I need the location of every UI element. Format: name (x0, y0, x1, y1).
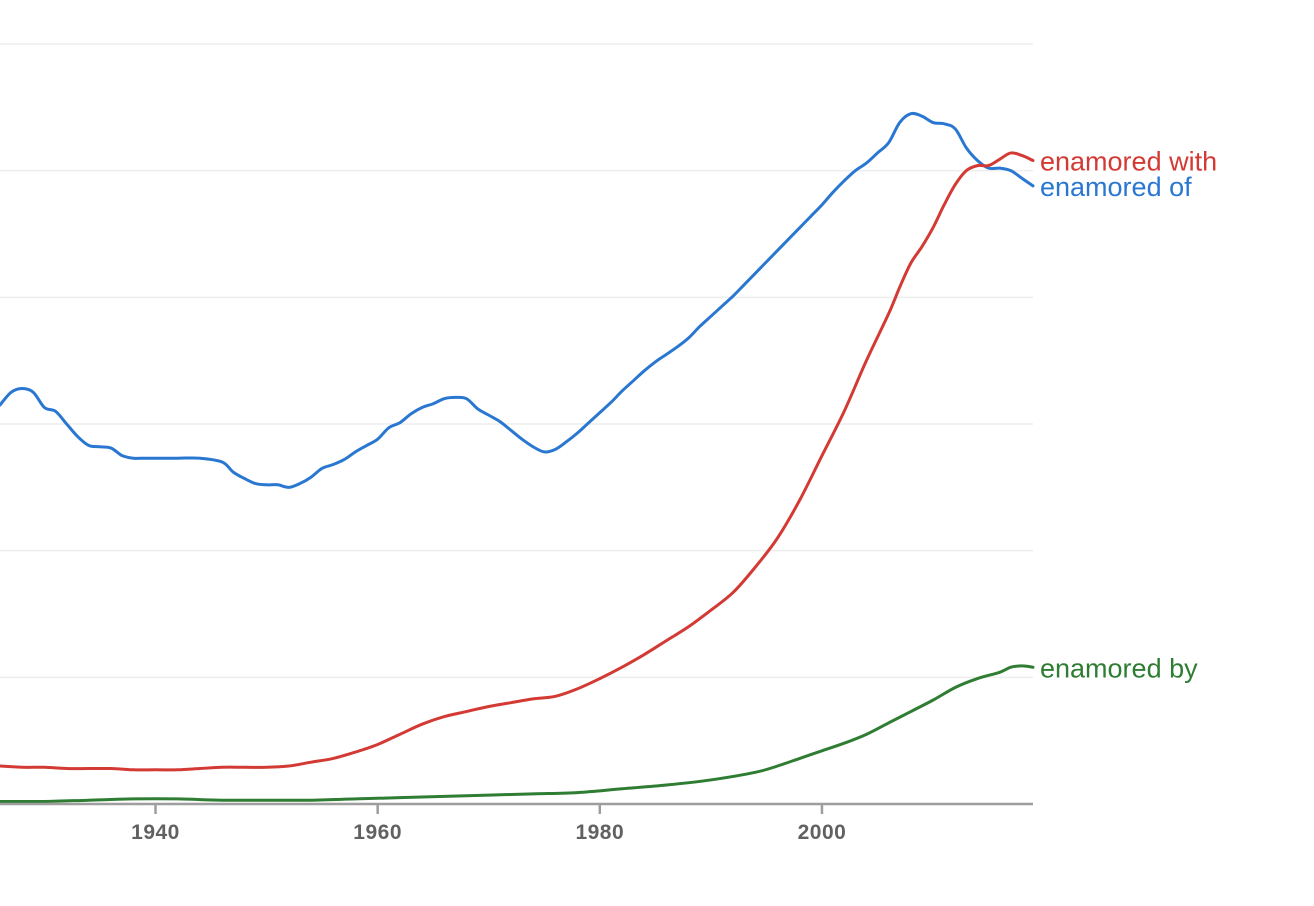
series-label-enamored-with: enamored with (1040, 147, 1217, 177)
series-line-enamored-by[interactable] (0, 664, 1035, 804)
x-tick-label: 1960 (353, 821, 402, 844)
series-line-enamored-of[interactable] (0, 111, 1035, 489)
x-axis-ticks: 1940 1960 1980 2000 (131, 804, 846, 844)
x-tick-label: 1980 (575, 821, 624, 844)
series-label-enamored-of: enamored of (1040, 172, 1192, 202)
series-lines (0, 111, 1035, 804)
x-tick-label: 1940 (131, 821, 180, 844)
series-line-enamored-with[interactable] (0, 151, 1035, 772)
x-tick-label: 2000 (798, 821, 847, 844)
series-label-enamored-by: enamored by (1040, 653, 1198, 683)
grid-lines (0, 43, 1033, 679)
